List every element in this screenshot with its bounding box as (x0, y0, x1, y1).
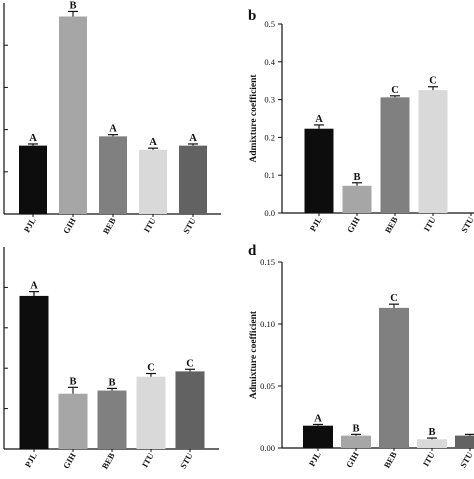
bar-pjl (19, 295, 49, 449)
x-tick-label-pjl: PJL (23, 451, 39, 469)
significance-label: A (109, 124, 117, 135)
y-axis-title: Admixture coefficient (249, 310, 259, 399)
x-tick-label-beb: BEB (383, 215, 400, 235)
panel-a: A PJL B GIH A BEB A ITU A STU (3, 0, 221, 236)
panel-c: A PJL B GIH B BEB C ITU C STU (3, 247, 219, 471)
significance-label: B (69, 376, 76, 387)
y-tick-label: 0.10 (260, 319, 275, 329)
x-tick-label-stu: STU (458, 450, 474, 469)
bar-itu (139, 149, 167, 214)
panel-b: b 0.0 0.1 0.2 0.3 0.4 0.5 Admixture coefficient… (248, 8, 474, 235)
x-tick-label-gih: GIH (61, 451, 78, 471)
significance-label: A (29, 133, 37, 144)
y-tick-label: 0.00 (260, 443, 275, 453)
x-tick-label-itu: ITU (140, 451, 156, 469)
x-tick-label-beb: BEB (101, 216, 118, 236)
y-tick-label: 0.2 (264, 132, 275, 142)
x-tick-label-gih: GIH (345, 215, 362, 235)
significance-label: A (30, 281, 38, 292)
x-tick-label-itu: ITU (142, 216, 158, 234)
y-tick-label: 0.0 (264, 208, 275, 218)
x-tick-label-itu: ITU (421, 450, 437, 468)
bar-stu (179, 145, 207, 214)
x-tick-label-pjl: PJL (307, 450, 323, 468)
bar-gih (342, 185, 372, 213)
y-tick-label: 0.5 (264, 19, 275, 29)
y-tick-label: 0.05 (260, 381, 275, 391)
panel-letter-b: b (248, 8, 256, 24)
bar-gih (341, 435, 371, 448)
x-tick-label-gih: GIH (61, 216, 78, 236)
bar-stu (455, 435, 474, 448)
panel-letter-d: d (248, 243, 257, 259)
bar-itu (136, 376, 166, 449)
y-tick-label: 0.1 (264, 170, 275, 180)
y-axis-title: Admixture coefficient (249, 74, 259, 163)
y-tick-label: 0.4 (264, 57, 275, 67)
significance-label: B (108, 377, 115, 388)
y-tick-label: 0.15 (260, 257, 275, 267)
bar-pjl (304, 128, 334, 213)
significance-label: A (189, 133, 197, 144)
bar-pjl (303, 425, 333, 448)
x-tick-label-pjl: PJL (22, 216, 38, 234)
significance-label: A (315, 114, 323, 125)
bar-beb (99, 136, 127, 214)
panel-d: d 0.00 0.05 0.10 0.15 Admixture coefficient A P… (248, 243, 474, 470)
significance-label: A (314, 413, 322, 424)
bar-beb (97, 390, 127, 449)
bar-gih (59, 16, 87, 215)
bar-stu (175, 371, 205, 449)
bar-itu (417, 439, 447, 448)
x-tick-label-gih: GIH (344, 450, 361, 470)
x-tick-label-beb: BEB (100, 451, 117, 471)
significance-label: B (352, 423, 359, 434)
bar-beb (380, 97, 410, 213)
significance-label: C (390, 293, 398, 304)
bar-pjl (19, 145, 47, 214)
x-tick-label-itu: ITU (422, 215, 438, 233)
significance-label: B (353, 172, 360, 183)
x-tick-label-stu: STU (459, 215, 474, 234)
bar-beb (379, 307, 409, 448)
significance-label: C (429, 76, 437, 87)
significance-label: C (147, 363, 155, 374)
significance-label: C (391, 85, 399, 96)
y-tick-label: 0.3 (264, 95, 275, 105)
significance-label: B (428, 427, 435, 438)
x-tick-label-stu: STU (178, 451, 195, 470)
significance-label: A (149, 137, 157, 148)
bar-itu (418, 90, 448, 213)
bar-gih (58, 393, 88, 449)
x-tick-label-stu: STU (181, 216, 198, 235)
x-tick-label-beb: BEB (382, 450, 399, 470)
significance-label: B (69, 0, 76, 11)
x-tick-label-pjl: PJL (308, 215, 324, 233)
significance-label: C (186, 358, 194, 369)
